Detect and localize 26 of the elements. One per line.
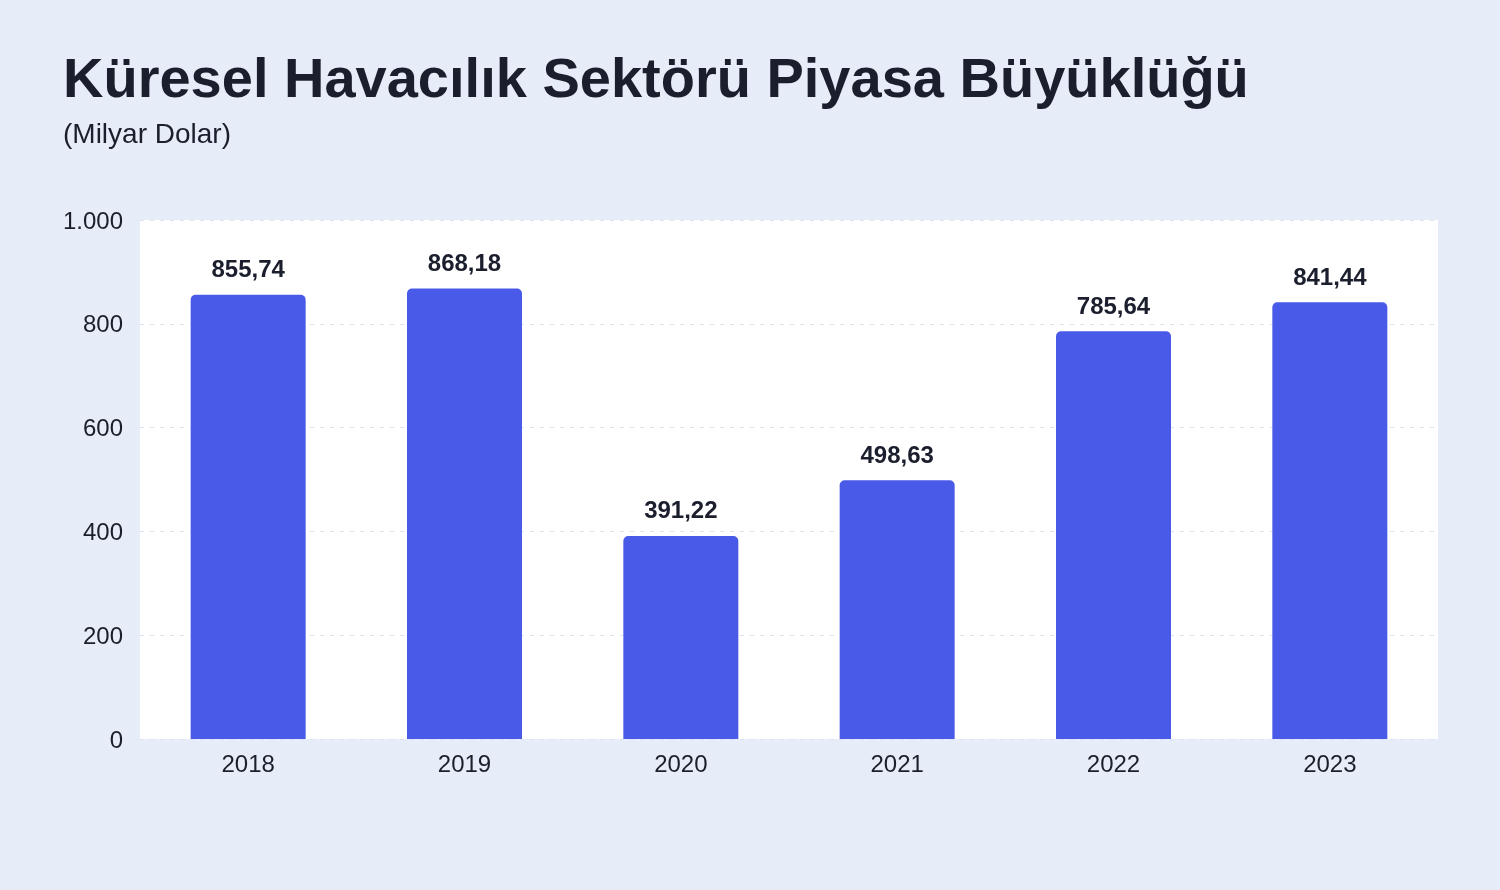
bar <box>407 288 522 739</box>
data-label: 785,64 <box>1076 291 1151 319</box>
x-tick-label: 2023 <box>1303 749 1357 777</box>
chart-title: Küresel Havacılık Sektörü Piyasa Büyüklüğü <box>63 45 1249 109</box>
bar <box>839 480 955 739</box>
data-label: 868,18 <box>427 248 502 276</box>
bar <box>190 294 306 739</box>
data-label: 391,22 <box>644 496 718 524</box>
data-label: 498,63 <box>860 440 934 468</box>
y-tick-label: 400 <box>82 517 123 545</box>
y-tick-label: 1.000 <box>62 206 123 234</box>
bar <box>1056 331 1171 739</box>
y-tick-label: 0 <box>109 725 123 753</box>
bar <box>623 535 739 739</box>
data-label: 841,44 <box>1293 262 1368 290</box>
x-tick-label: 2021 <box>870 749 924 777</box>
x-tick-label: 2022 <box>1086 749 1141 777</box>
x-tick-label: 2020 <box>654 749 708 777</box>
y-tick-label: 200 <box>82 621 123 649</box>
y-tick-label: 800 <box>82 310 123 338</box>
x-tick-label: 2019 <box>437 749 492 777</box>
y-tick-label: 600 <box>82 414 123 442</box>
x-tick-label: 2018 <box>221 749 275 777</box>
chart-subtitle: (Milyar Dolar) <box>63 117 231 149</box>
data-label: 855,74 <box>211 255 286 283</box>
bar <box>1272 302 1388 739</box>
